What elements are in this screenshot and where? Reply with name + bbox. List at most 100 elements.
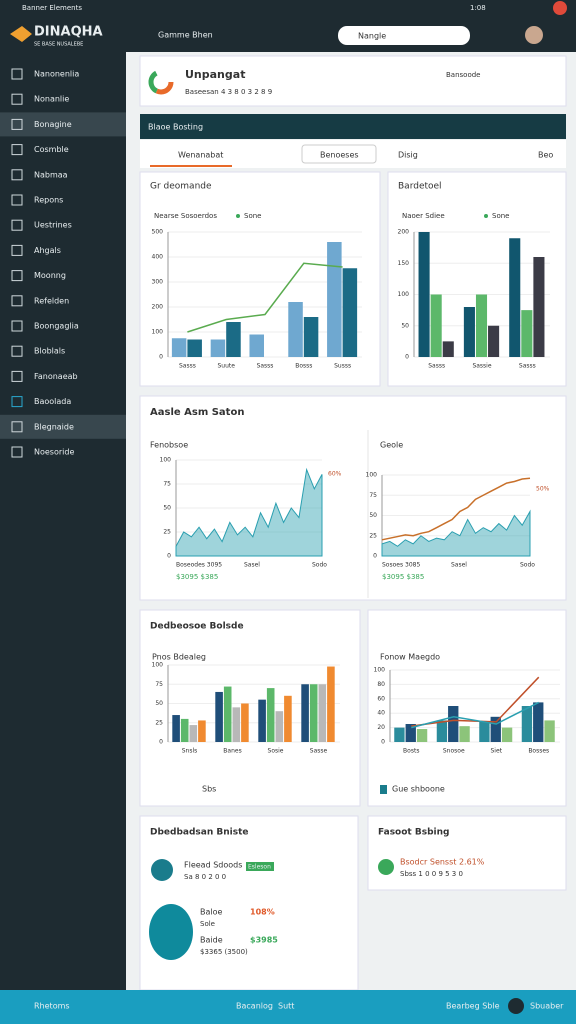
bottom-left[interactable]: Rhetoms (34, 1002, 70, 1011)
bar (436, 720, 448, 742)
sidebar-item[interactable]: Nonanlie (34, 95, 69, 104)
x-tick-label: Bosss (295, 363, 312, 370)
search-box[interactable] (338, 26, 470, 45)
sidebar-active (0, 414, 126, 439)
chart-subtitle: Naoer Sdiee (402, 212, 445, 220)
bar (533, 702, 544, 742)
x-tick-label: Bosses (528, 748, 549, 755)
bar (318, 684, 327, 742)
panel-footer: Sbs (202, 785, 216, 794)
bar (442, 341, 454, 357)
sidebar-item[interactable]: Refelden (34, 296, 69, 305)
tab-search-box[interactable] (301, 144, 377, 164)
bottom-user[interactable]: Sbuaber (530, 1002, 564, 1011)
bar (327, 242, 342, 357)
y-tick-label: 75 (163, 481, 171, 488)
avatar[interactable] (525, 26, 543, 44)
sidebar-item[interactable]: Ahgals (34, 246, 61, 255)
bar (479, 721, 490, 742)
chart-subtitle: Nearse Sosoerdos (154, 212, 217, 220)
sidebar-item[interactable]: Nanonenlia (34, 70, 79, 79)
sidebar-item[interactable]: Cosmble (34, 145, 69, 154)
y-tick-label: 80 (377, 681, 385, 688)
y-tick-label: 25 (163, 529, 171, 536)
y-tick-label: 40 (377, 710, 385, 717)
tab-active[interactable]: Wenanabat (178, 151, 223, 160)
bar (301, 684, 309, 742)
sidebar-icon (11, 396, 23, 408)
sidebar-item[interactable]: Uestrines (34, 221, 72, 230)
sidebar-icon (11, 219, 23, 231)
sidebar-item[interactable]: Repons (34, 196, 63, 205)
chart-title: Pnos Bdealeg (152, 653, 206, 662)
card (139, 395, 567, 601)
card (367, 609, 567, 807)
notification[interactable] (553, 1, 567, 15)
bar (509, 238, 521, 357)
icon (151, 859, 173, 881)
finance-title: Bsodcr Sensst 2.61% (400, 858, 485, 867)
bar (430, 294, 442, 357)
sidebar-item[interactable]: Boongaglia (34, 322, 79, 331)
x-tick-label: Banes (223, 748, 241, 755)
x-label: Sodo (312, 562, 327, 569)
amount-label: Baide (200, 936, 223, 945)
sidebar-item[interactable]: Fanonaeab (34, 372, 78, 381)
card (139, 815, 359, 991)
y-tick-label: 100 (374, 667, 386, 674)
y-tick-label: 20 (377, 724, 385, 731)
y-tick-label: 0 (381, 739, 385, 746)
bar (288, 302, 303, 357)
bar (303, 317, 319, 357)
bar (394, 727, 405, 742)
bottom-center[interactable]: Bacanlog (236, 1002, 273, 1011)
x-label: Sosoes 3085 (382, 562, 420, 569)
y-tick-label: 0 (405, 354, 409, 361)
panel-title: Fasoot Bsbing (378, 828, 449, 838)
bar (533, 257, 545, 357)
y-tick-label: 150 (398, 260, 410, 267)
section-bar (140, 114, 566, 139)
bar (342, 268, 358, 357)
bar (172, 715, 180, 742)
sidebar-item[interactable]: Noesoride (34, 448, 74, 457)
y-tick-label: 50 (163, 505, 171, 512)
y-tick-label: 50 (155, 700, 163, 707)
x-tick-label: Siet (490, 748, 502, 755)
sidebar-icon (11, 169, 23, 181)
bar (448, 706, 459, 742)
y-tick-label: 100 (152, 329, 164, 336)
bottom-center-2[interactable]: Sutt (278, 1002, 294, 1011)
sidebar-item[interactable]: Bonagine (34, 120, 72, 129)
summary-button[interactable]: Bansoode (446, 71, 481, 79)
sidebar-item[interactable]: Nabmaa (34, 170, 68, 179)
x-label: Sodo (520, 562, 535, 569)
bottom-right[interactable]: Bearbeg Sble (446, 1002, 500, 1011)
line (187, 262, 343, 333)
tab-action[interactable]: Beo (538, 151, 553, 160)
breadcrumb[interactable]: Gamme Bhen (158, 31, 213, 40)
sidebar-icon (11, 93, 23, 105)
y-tick-label: 200 (152, 304, 164, 311)
x-tick-label: Sassie (472, 363, 491, 370)
sidebar-item[interactable]: Blegnaide (34, 422, 74, 431)
status-left: Banner Elements (22, 4, 82, 12)
sub: Sole (200, 920, 215, 928)
right-label: 50% (536, 486, 550, 493)
logo-icon (10, 26, 32, 42)
tagline: SE BASE NUSALEBE (34, 42, 83, 48)
section-title: Blaoe Bosting (148, 123, 203, 132)
bar (210, 339, 226, 357)
sidebar-item[interactable]: Bloblals (34, 347, 65, 356)
y-tick-label: 75 (369, 492, 377, 499)
tab-filter[interactable]: Disig (398, 151, 418, 160)
total: $3095 $385 (382, 573, 424, 581)
x-tick-label: Sasss (179, 363, 196, 370)
card (139, 609, 361, 807)
bar (258, 699, 266, 742)
sidebar-item[interactable]: Moonng (34, 271, 66, 280)
chart-title: Fonow Maegdo (380, 653, 440, 662)
y-tick-label: 0 (373, 553, 377, 560)
sidebar-item[interactable]: Baoolada (34, 397, 71, 406)
y-tick-label: 50 (369, 512, 377, 519)
